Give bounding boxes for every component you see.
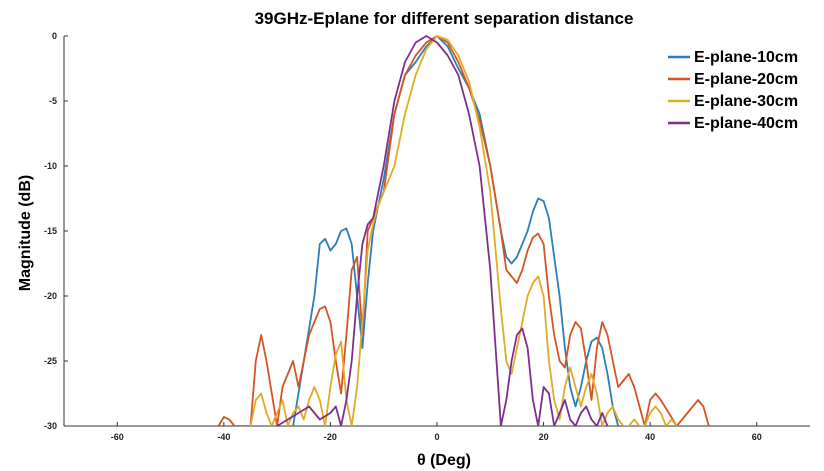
series-line-3	[249, 35, 678, 426]
y-tick-label: 0	[52, 31, 57, 41]
y-tick-label: -20	[44, 291, 57, 301]
x-axis-label: θ (Deg)	[417, 452, 471, 469]
x-tick-label: 20	[539, 432, 549, 442]
y-axis-label: Magnitude (dB)	[17, 175, 34, 291]
y-tick-label: -10	[44, 161, 57, 171]
x-tick-label: 40	[645, 432, 655, 442]
y-tick-label: -30	[44, 421, 57, 431]
legend-label-4: E-plane-40cm	[694, 115, 798, 132]
series-line-2	[217, 35, 710, 426]
x-tick-label: -40	[217, 432, 230, 442]
x-tick-label: -20	[324, 432, 337, 442]
chart-title: 39GHz-Eplane for different separation di…	[255, 9, 634, 28]
legend-label-2: E-plane-20cm	[694, 71, 798, 88]
x-tick-label: 0	[434, 432, 439, 442]
legend: E-plane-10cm E-plane-20cm E-plane-30cm E-pl…	[668, 49, 798, 132]
legend-label-3: E-plane-30cm	[694, 93, 798, 110]
legend-label-1: E-plane-10cm	[694, 49, 798, 66]
x-tick-label: 60	[752, 432, 762, 442]
y-tick-label: -25	[44, 356, 57, 366]
y-tick-label: -15	[44, 226, 57, 236]
series-line-4	[276, 35, 609, 426]
y-tick-label: -5	[49, 96, 57, 106]
x-tick-label: -60	[111, 432, 124, 442]
plot-area: -60 -40 -20 0 20 40 60 0 -5 -10 -15 -20 -25 -30	[44, 31, 810, 442]
